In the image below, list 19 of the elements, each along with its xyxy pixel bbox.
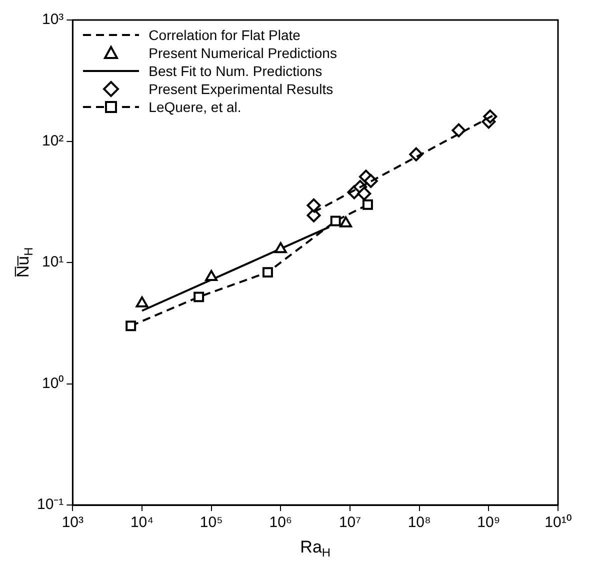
- x-tick-label: 10⁴: [130, 514, 154, 532]
- x-tick-label: 10³: [62, 514, 84, 532]
- legend-label: Present Numerical Predictions: [148, 45, 337, 61]
- legend-label: LeQuere, et al.: [148, 99, 242, 115]
- y-tick-label: 10⁻¹: [36, 496, 64, 514]
- y-tick-label: 10¹: [42, 254, 64, 271]
- x-tick-label: 10⁶: [269, 514, 292, 532]
- legend-label: Best Fit to Num. Predictions: [148, 63, 322, 79]
- x-tick-label: 10¹⁰: [544, 514, 572, 532]
- x-tick-label: 10⁷: [338, 514, 362, 532]
- x-tick-label: 10⁹: [477, 514, 500, 532]
- y-tick-label: 10⁰: [42, 374, 64, 392]
- y-axis-title: N̅u̅H: [14, 247, 36, 278]
- legend-label: Correlation for Flat Plate: [148, 27, 300, 43]
- y-tick-label: 10²: [42, 132, 64, 150]
- x-tick-label: 10⁸: [408, 514, 431, 532]
- legend-label: Present Experimental Results: [148, 81, 334, 97]
- x-tick-label: 10⁵: [200, 514, 223, 532]
- y-tick-label: 10³: [42, 11, 64, 28]
